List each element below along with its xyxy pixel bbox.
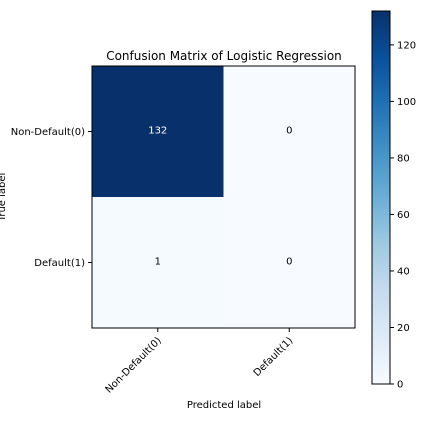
x-axis-ticks: Non-Default(0) Default(1) — [104, 328, 296, 396]
y-axis-ticks: Non-Default(0) Default(1) — [11, 127, 92, 269]
chart-title: Confusion Matrix of Logistic Regression — [106, 49, 342, 63]
colorbar-tick-label: 100 — [397, 97, 416, 108]
x-tick-label: Default(1) — [252, 335, 296, 379]
cell-value-label: 0 — [286, 257, 292, 268]
plot-frame — [91, 65, 356, 329]
cell-value-label: 132 — [148, 126, 167, 137]
cell-value-label: 1 — [155, 257, 161, 268]
colorbar-ticks: 0 20 40 60 80 100 120 — [390, 40, 416, 391]
heatmap-cells — [92, 66, 355, 328]
colorbar-tick-label: 40 — [397, 266, 410, 277]
colorbar-tick-label: 20 — [397, 323, 410, 334]
y-axis-label: True label — [0, 173, 8, 223]
y-tick-label: Non-Default(0) — [11, 127, 85, 138]
heatmap-cell — [223, 197, 355, 328]
colorbar — [371, 10, 391, 385]
x-axis-label: Predicted label — [187, 400, 261, 411]
heatmap-cell — [92, 66, 224, 197]
colorbar-tick-label: 120 — [397, 40, 416, 51]
heatmap-cell-labels: 132 0 1 0 — [148, 126, 292, 268]
colorbar-tick-label: 80 — [397, 153, 410, 164]
colorbar-tick-label: 60 — [397, 210, 410, 221]
x-tick-label: Non-Default(0) — [104, 335, 164, 395]
heatmap-cell — [223, 66, 355, 197]
colorbar-tick-label: 0 — [397, 380, 403, 391]
cell-value-label: 0 — [286, 126, 292, 137]
y-tick-label: Default(1) — [34, 258, 85, 269]
heatmap-cell — [92, 197, 224, 328]
